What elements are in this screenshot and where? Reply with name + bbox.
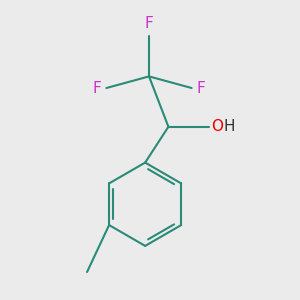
Text: F: F bbox=[196, 80, 205, 95]
Text: H: H bbox=[224, 119, 235, 134]
Text: F: F bbox=[93, 80, 102, 95]
Text: O: O bbox=[211, 119, 223, 134]
Text: F: F bbox=[145, 16, 153, 31]
